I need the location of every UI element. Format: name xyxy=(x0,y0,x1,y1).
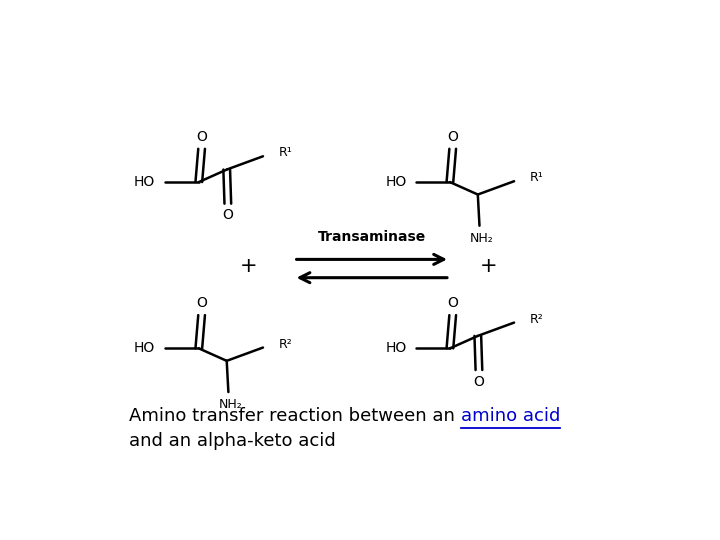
Text: amino acid: amino acid xyxy=(461,407,560,425)
Text: NH₂: NH₂ xyxy=(219,398,243,411)
Text: Transaminase: Transaminase xyxy=(318,230,426,244)
Text: +: + xyxy=(240,256,258,276)
Text: O: O xyxy=(196,296,207,310)
Text: R¹: R¹ xyxy=(530,171,544,184)
Text: O: O xyxy=(447,130,458,144)
Text: HO: HO xyxy=(134,175,156,189)
Text: +: + xyxy=(480,256,498,276)
Text: O: O xyxy=(447,296,458,310)
Text: Amino transfer reaction between an: Amino transfer reaction between an xyxy=(129,407,461,425)
Text: R¹: R¹ xyxy=(279,146,292,159)
Text: NH₂: NH₂ xyxy=(470,232,494,245)
Text: and an alpha-keto acid: and an alpha-keto acid xyxy=(129,432,336,450)
Text: HO: HO xyxy=(134,341,156,355)
Text: R²: R² xyxy=(279,338,292,350)
Text: HO: HO xyxy=(385,175,406,189)
Text: R²: R² xyxy=(530,313,544,326)
Text: HO: HO xyxy=(385,341,406,355)
Text: O: O xyxy=(474,375,485,389)
Text: O: O xyxy=(222,208,233,222)
Text: O: O xyxy=(196,130,207,144)
